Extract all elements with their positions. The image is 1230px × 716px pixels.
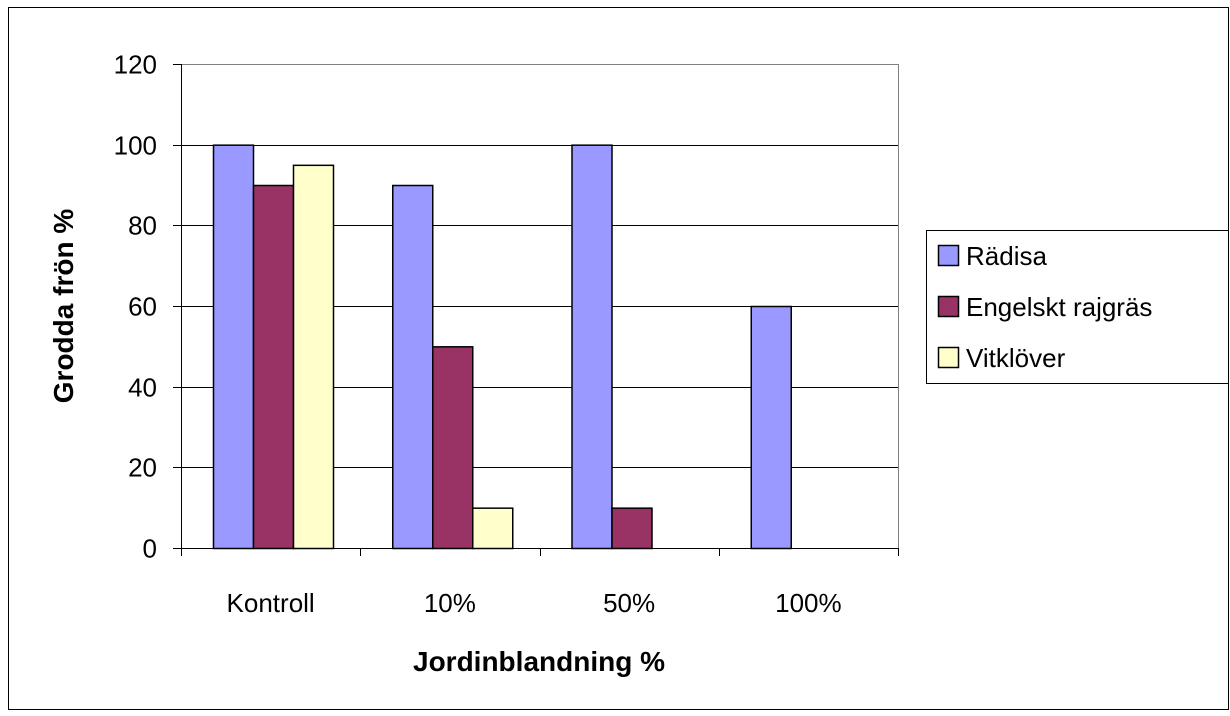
legend-swatch xyxy=(937,295,960,318)
legend-swatch xyxy=(937,244,960,267)
bar xyxy=(750,305,792,550)
x-tick-label: 10% xyxy=(424,588,476,618)
bar xyxy=(432,346,474,550)
x-axis-title: Jordinblandning % xyxy=(413,646,665,677)
bar xyxy=(292,164,335,550)
legend-label: Vitklöver xyxy=(966,343,1066,373)
bars xyxy=(212,144,792,550)
bar xyxy=(392,184,434,550)
x-tick-label: 100% xyxy=(775,588,842,618)
tick-labels: 0 20 40 60 80 100 120 Kontroll 10% 50% 100% xyxy=(114,50,842,619)
legend: Rädisa Engelskt rajgräs Vitklöver xyxy=(926,230,1229,384)
legend-label: Engelskt rajgräs xyxy=(966,292,1152,322)
y-tick-label: 100 xyxy=(114,131,157,161)
bar xyxy=(611,507,653,550)
y-tick-label: 60 xyxy=(128,292,157,322)
y-axis-title: Grodda frön % xyxy=(48,209,79,404)
legend-swatch xyxy=(937,346,960,369)
x-tick-label: Kontroll xyxy=(227,588,315,618)
legend-label: Rädisa xyxy=(966,241,1047,271)
y-tick-label: 0 xyxy=(143,534,157,564)
x-tick-label: 50% xyxy=(603,588,655,618)
y-tick-label: 20 xyxy=(128,453,157,483)
y-tick-label: 80 xyxy=(128,211,157,241)
bar xyxy=(212,144,255,550)
y-tick-label: 120 xyxy=(114,50,157,80)
bar xyxy=(571,144,613,550)
bar xyxy=(252,184,295,550)
bar xyxy=(472,507,514,550)
legend-box xyxy=(926,230,1229,384)
y-tick-label: 40 xyxy=(128,373,157,403)
axes xyxy=(173,64,899,556)
